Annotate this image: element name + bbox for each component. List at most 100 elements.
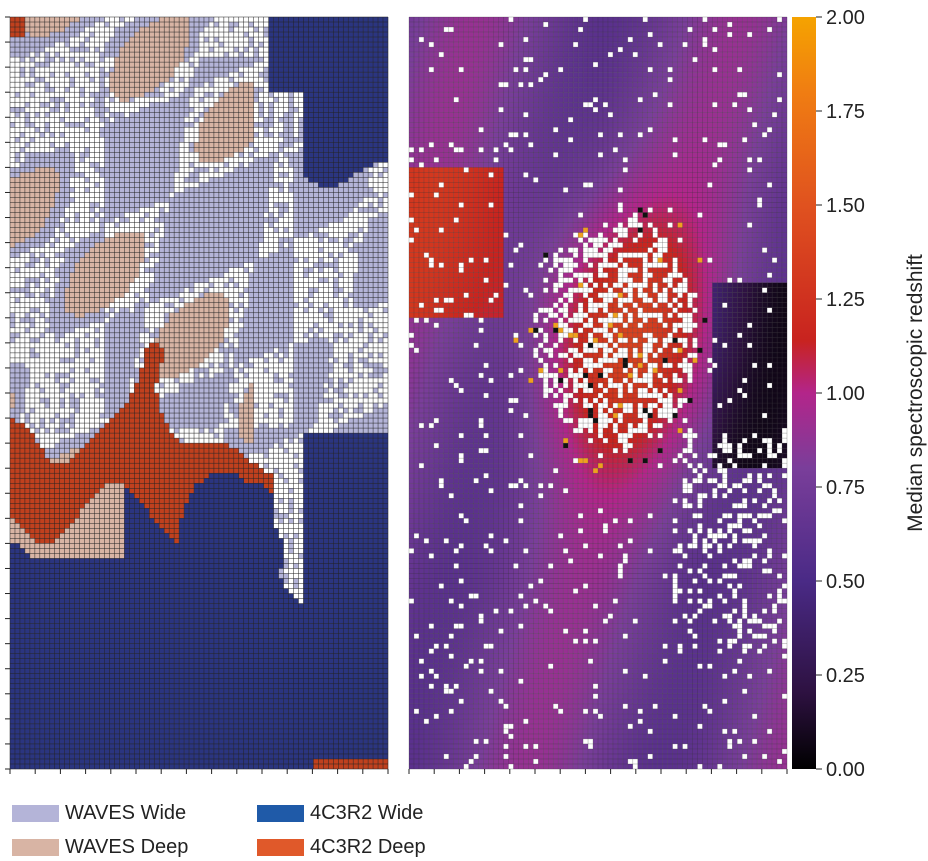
left-map-cell bbox=[284, 107, 289, 112]
left-map-cell bbox=[199, 233, 204, 238]
left-map-cell bbox=[164, 228, 169, 233]
left-map-cell bbox=[85, 162, 90, 167]
left-map-cell bbox=[164, 233, 169, 238]
left-map-cell bbox=[229, 278, 234, 283]
left-map-cell bbox=[323, 323, 328, 328]
left-map-cell bbox=[10, 47, 15, 52]
left-map-cell bbox=[164, 202, 169, 207]
left-map-cell bbox=[15, 132, 20, 137]
left-map-cell bbox=[75, 233, 80, 238]
left-map-cell bbox=[353, 87, 358, 92]
left-map-cell bbox=[328, 192, 333, 197]
left-map-cell bbox=[50, 62, 55, 67]
left-map-cell bbox=[373, 253, 378, 258]
left-map-cell bbox=[383, 172, 388, 177]
left-map-cell bbox=[55, 328, 60, 333]
left-map-cell bbox=[294, 32, 299, 37]
left-map-cell bbox=[348, 132, 353, 137]
left-map-cell bbox=[45, 293, 50, 298]
left-map-cell bbox=[179, 47, 184, 52]
left-map-cell bbox=[149, 343, 154, 348]
left-map-cell bbox=[124, 72, 129, 77]
left-map-cell bbox=[269, 77, 274, 82]
left-map-cell bbox=[50, 147, 55, 152]
left-map-cell bbox=[378, 122, 383, 127]
left-map-cell bbox=[114, 27, 119, 32]
left-map-cell bbox=[294, 343, 299, 348]
left-map-cell bbox=[119, 102, 124, 107]
left-map-cell bbox=[289, 248, 294, 253]
left-map-cell bbox=[313, 298, 318, 303]
left-map-cell bbox=[189, 343, 194, 348]
left-map-cell bbox=[199, 208, 204, 213]
left-map-cell bbox=[313, 233, 318, 238]
left-map-cell bbox=[30, 137, 35, 142]
left-map-cell bbox=[353, 42, 358, 47]
left-map-cell bbox=[100, 283, 105, 288]
left-map-cell bbox=[259, 92, 264, 97]
left-map-cell bbox=[194, 142, 199, 147]
left-map-cell bbox=[323, 157, 328, 162]
left-map-cell bbox=[65, 17, 70, 22]
left-map-cell bbox=[80, 97, 85, 102]
left-map-cell bbox=[333, 92, 338, 97]
left-map-cell bbox=[383, 248, 388, 253]
left-map-cell bbox=[75, 92, 80, 97]
left-map-cell bbox=[80, 228, 85, 233]
left-map-cell bbox=[318, 238, 323, 243]
left-map-cell bbox=[25, 97, 30, 102]
left-map-cell bbox=[80, 263, 85, 268]
left-map-cell bbox=[15, 263, 20, 268]
left-map-cell bbox=[20, 192, 25, 197]
left-map-cell bbox=[333, 323, 338, 328]
left-map-cell bbox=[30, 102, 35, 107]
left-map-cell bbox=[70, 202, 75, 207]
left-map-cell bbox=[294, 132, 299, 137]
left-map-cell bbox=[214, 313, 219, 318]
left-map-cell bbox=[219, 328, 224, 333]
left-map-cell bbox=[75, 112, 80, 117]
left-map-cell bbox=[129, 268, 134, 273]
left-map-cell bbox=[119, 338, 124, 343]
left-map-cell bbox=[129, 142, 134, 147]
left-map-cell bbox=[100, 87, 105, 92]
left-map-cell bbox=[189, 293, 194, 298]
left-map-cell bbox=[60, 92, 65, 97]
left-map-cell bbox=[298, 157, 303, 162]
left-map-cell bbox=[164, 303, 169, 308]
left-map-cell bbox=[179, 263, 184, 268]
left-map-cell bbox=[234, 323, 239, 328]
left-map-cell bbox=[348, 152, 353, 157]
left-map-cell bbox=[60, 72, 65, 77]
left-map-cell bbox=[298, 62, 303, 67]
left-map-cell bbox=[254, 258, 259, 263]
left-map-cell bbox=[328, 323, 333, 328]
left-map-cell bbox=[129, 172, 134, 177]
left-map-cell bbox=[323, 233, 328, 238]
left-map-cell bbox=[55, 202, 60, 207]
left-map-cell bbox=[284, 77, 289, 82]
left-map-cell bbox=[194, 333, 199, 338]
left-map-cell bbox=[105, 213, 110, 218]
left-map-cell bbox=[10, 253, 15, 258]
left-map-cell bbox=[259, 263, 264, 268]
left-map-cell bbox=[169, 208, 174, 213]
left-map-cell bbox=[318, 197, 323, 202]
left-map-cell bbox=[85, 82, 90, 87]
left-map-cell bbox=[10, 323, 15, 328]
left-map-cell bbox=[338, 172, 343, 177]
left-map-cell bbox=[139, 97, 144, 102]
left-map-cell bbox=[333, 32, 338, 37]
left-map-cell bbox=[328, 57, 333, 62]
left-map-cell bbox=[35, 117, 40, 122]
left-map-cell bbox=[144, 97, 149, 102]
left-map-cell bbox=[50, 52, 55, 57]
left-map-cell bbox=[60, 157, 65, 162]
left-map-cell bbox=[358, 127, 363, 132]
left-map-cell bbox=[144, 238, 149, 243]
left-map-cell bbox=[20, 87, 25, 92]
left-map-cell bbox=[70, 167, 75, 172]
left-map-cell bbox=[204, 268, 209, 273]
left-map-cell bbox=[343, 273, 348, 278]
left-map-cell bbox=[189, 117, 194, 122]
